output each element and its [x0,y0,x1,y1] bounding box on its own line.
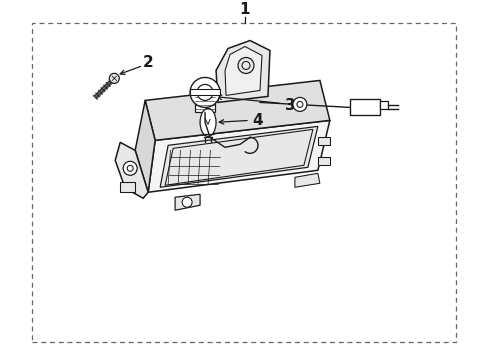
Polygon shape [216,41,270,102]
Circle shape [242,62,250,69]
Polygon shape [165,129,313,185]
Polygon shape [175,194,200,210]
Circle shape [297,102,303,107]
Bar [120,182,135,192]
Circle shape [197,85,213,100]
Text: 2: 2 [143,55,153,70]
Bar [318,138,330,145]
Bar [32,23,456,342]
Bar [195,93,215,112]
Ellipse shape [200,108,216,136]
Polygon shape [135,100,155,192]
Text: 4: 4 [253,113,263,128]
Circle shape [293,98,307,111]
Polygon shape [145,80,330,140]
Polygon shape [115,142,148,198]
Polygon shape [148,120,330,192]
Bar [350,99,380,116]
Circle shape [123,161,137,175]
Polygon shape [295,173,320,187]
Polygon shape [225,46,262,95]
Circle shape [182,197,192,207]
Polygon shape [160,126,318,187]
Bar [190,89,220,95]
Text: 3: 3 [285,98,295,113]
Circle shape [127,165,133,171]
Circle shape [190,77,220,107]
Circle shape [109,73,119,84]
Bar [318,157,330,165]
Circle shape [238,58,254,73]
Text: 1: 1 [240,2,250,17]
Bar [380,102,388,109]
